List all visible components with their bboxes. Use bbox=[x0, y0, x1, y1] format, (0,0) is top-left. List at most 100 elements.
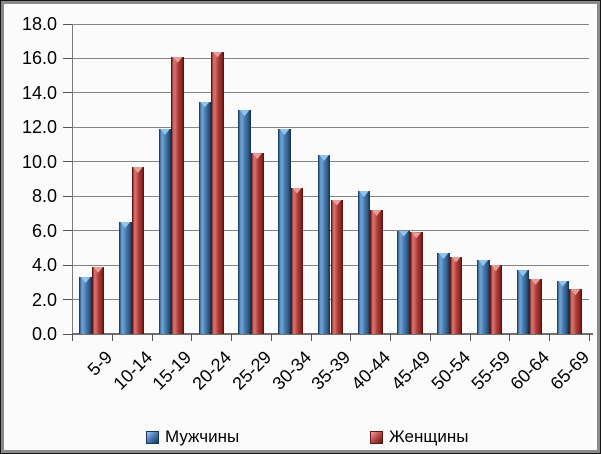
bar-men-bevel bbox=[558, 280, 568, 287]
bar-women bbox=[410, 232, 423, 334]
bar-men-bevel bbox=[359, 191, 369, 198]
x-axis-tick bbox=[469, 334, 471, 341]
bar-men-bevel bbox=[438, 253, 449, 260]
x-axis-tick bbox=[350, 334, 352, 341]
y-axis-tick bbox=[63, 57, 72, 59]
bar-women-bevel bbox=[172, 56, 183, 63]
bar-women bbox=[91, 266, 105, 334]
x-category-label: 65-69 bbox=[546, 347, 594, 394]
bar-men-bevel bbox=[120, 222, 131, 229]
bar-women-bevel bbox=[292, 187, 302, 194]
bar-women-bevel bbox=[133, 166, 143, 173]
x-category-label: 15-19 bbox=[148, 347, 196, 394]
y-tick-label: 6.0 bbox=[31, 220, 57, 241]
y-tick-label: 8.0 bbox=[31, 186, 57, 207]
x-category-label: 55-59 bbox=[467, 347, 514, 394]
women-series-swatch-icon bbox=[370, 430, 383, 444]
y-tick-label: 0.0 bbox=[31, 324, 57, 344]
bar-men bbox=[397, 230, 411, 334]
x-axis-tick bbox=[390, 334, 392, 341]
bar-women-bevel bbox=[252, 153, 263, 160]
bar-men bbox=[198, 101, 212, 334]
x-category-label: 35-39 bbox=[307, 347, 355, 394]
y-gridline bbox=[72, 161, 589, 163]
bar-women bbox=[250, 153, 264, 334]
y-tick-label: 10.0 bbox=[21, 151, 57, 172]
x-axis-tick bbox=[429, 334, 431, 341]
bar-men bbox=[119, 222, 132, 334]
bar-men bbox=[278, 129, 291, 334]
bar-women-bevel bbox=[332, 199, 342, 206]
bar-women bbox=[290, 187, 304, 334]
y-axis-tick bbox=[63, 264, 72, 266]
x-category-label: 30-34 bbox=[268, 347, 315, 394]
x-category-label: 40-44 bbox=[347, 347, 395, 394]
bar-women-bevel bbox=[93, 266, 103, 273]
bar-women bbox=[569, 289, 582, 334]
legend: Мужчины Женщины bbox=[1, 425, 600, 449]
y-tick-label: 12.0 bbox=[21, 117, 57, 138]
bar-men bbox=[158, 129, 172, 334]
bar-men bbox=[476, 259, 490, 334]
bar-men-bevel bbox=[239, 110, 250, 117]
bar-men-bevel bbox=[518, 270, 528, 277]
legend-item-men: Мужчины bbox=[146, 428, 239, 446]
x-axis bbox=[72, 333, 593, 335]
legend-item-women: Женщины bbox=[370, 428, 468, 446]
legend-label-women: Женщины bbox=[389, 427, 469, 446]
y-gridline bbox=[72, 92, 589, 94]
y-tick-label: 4.0 bbox=[31, 255, 57, 276]
bar-women bbox=[489, 265, 503, 334]
x-category-label: 10-14 bbox=[109, 347, 156, 394]
bar-men-bevel bbox=[478, 259, 489, 266]
bar-men-bevel bbox=[398, 230, 409, 237]
x-axis-tick bbox=[111, 334, 113, 341]
y-gridline bbox=[72, 57, 589, 59]
x-category-label: 25-29 bbox=[228, 347, 276, 394]
y-tick-label: 16.0 bbox=[21, 48, 57, 69]
bar-men bbox=[238, 110, 251, 334]
bar-women bbox=[211, 51, 224, 334]
x-category-label: 20-24 bbox=[188, 347, 236, 394]
x-axis-tick bbox=[231, 334, 233, 341]
x-category-label: 5-9 bbox=[83, 347, 117, 380]
bar-men bbox=[79, 277, 92, 334]
bar-men-bevel bbox=[279, 129, 290, 136]
y-axis-tick bbox=[63, 161, 72, 163]
x-axis-tick bbox=[191, 334, 193, 341]
x-axis-tick bbox=[270, 334, 272, 341]
bar-women-bevel bbox=[212, 51, 223, 58]
bar-men-bevel bbox=[80, 277, 91, 284]
bar-women bbox=[131, 166, 145, 334]
bar-women-bevel bbox=[491, 265, 501, 272]
y-axis-tick bbox=[63, 23, 72, 25]
y-gridline bbox=[72, 126, 589, 128]
legend-label-men: Мужчины bbox=[165, 427, 240, 446]
bar-women bbox=[370, 210, 383, 334]
x-axis-tick bbox=[509, 334, 511, 341]
y-gridline bbox=[72, 195, 589, 197]
x-category-label: 60-64 bbox=[506, 347, 554, 394]
x-category-label: 50-54 bbox=[427, 347, 474, 394]
y-axis-tick bbox=[63, 230, 72, 232]
x-axis-tick bbox=[589, 334, 590, 341]
y-axis-tick bbox=[63, 92, 72, 94]
bar-men bbox=[437, 253, 450, 334]
y-axis bbox=[72, 24, 73, 334]
x-axis-tick bbox=[549, 334, 551, 341]
bar-women bbox=[171, 56, 185, 334]
bar-men bbox=[357, 191, 371, 334]
y-tick-label: 2.0 bbox=[31, 289, 57, 310]
bar-men-bevel bbox=[200, 101, 210, 108]
bar-women bbox=[529, 278, 542, 334]
y-axis-tick bbox=[63, 299, 72, 301]
y-gridline bbox=[72, 23, 589, 25]
bar-men bbox=[556, 280, 570, 334]
bar-women-bevel bbox=[371, 210, 382, 216]
bar-men-bevel bbox=[160, 129, 170, 136]
bar-men bbox=[516, 270, 530, 334]
x-category-label: 45-49 bbox=[387, 347, 435, 394]
y-axis-tick bbox=[63, 126, 72, 128]
